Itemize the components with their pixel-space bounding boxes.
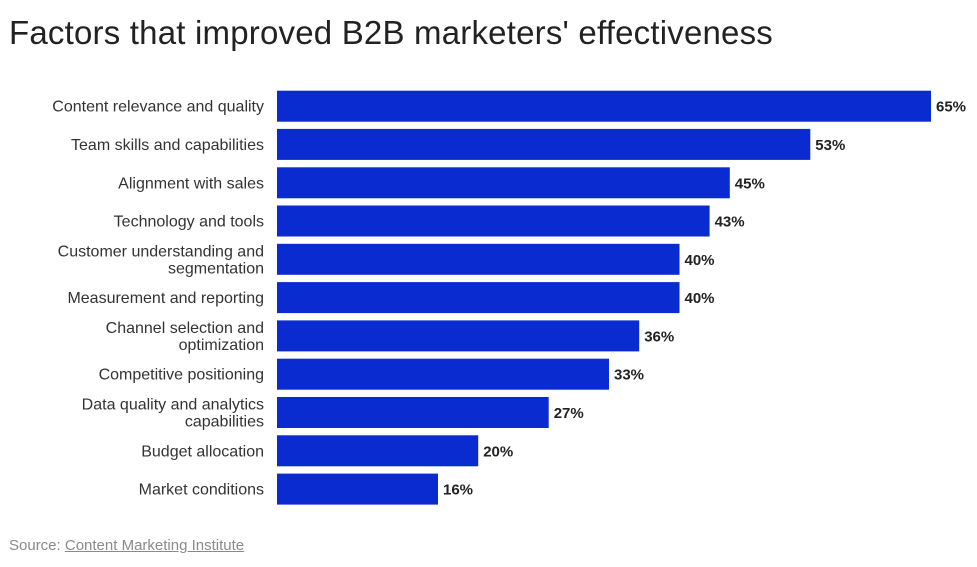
value-label: 36% (644, 328, 674, 345)
bar (277, 205, 710, 237)
value-label: 45% (735, 175, 765, 192)
category-label: Channel selection and optimization (106, 320, 264, 354)
source-link[interactable]: Content Marketing Institute (64, 537, 245, 554)
category-label: Team skills and capabilities (71, 137, 264, 154)
category-label: Competitive positioning (99, 367, 264, 384)
value-label: 40% (685, 290, 715, 307)
category-label: Content relevance and quality (52, 99, 264, 116)
bar (277, 128, 811, 160)
category-label: Market conditions (139, 482, 264, 499)
value-label: 65% (936, 99, 966, 116)
category-label: Budget allocation (141, 443, 264, 460)
chart-title: Factors that improved B2B marketers' eff… (9, 14, 774, 51)
value-label: 40% (685, 252, 715, 269)
bar (277, 90, 931, 122)
bar (277, 397, 549, 428)
category-label: Data quality and analytics capabilities (82, 397, 264, 431)
bar (277, 282, 680, 314)
bar (277, 435, 479, 467)
value-label: 20% (483, 443, 513, 460)
category-label: Technology and tools (114, 214, 264, 231)
source-prefix: Source: (9, 537, 65, 554)
bar (277, 167, 730, 199)
bar (277, 320, 640, 352)
value-label: 33% (614, 367, 644, 384)
source-line: Source: Content Marketing Institute (9, 537, 244, 554)
value-label: 16% (443, 482, 473, 499)
bar (277, 358, 609, 390)
value-label: 27% (554, 405, 584, 422)
value-label: 53% (815, 137, 845, 154)
value-label: 43% (715, 214, 745, 231)
category-label: Alignment with sales (118, 175, 264, 192)
bar (277, 243, 680, 275)
bar (277, 473, 438, 505)
category-label: Measurement and reporting (67, 290, 264, 307)
category-label: Customer understanding and segmentation (58, 243, 264, 277)
